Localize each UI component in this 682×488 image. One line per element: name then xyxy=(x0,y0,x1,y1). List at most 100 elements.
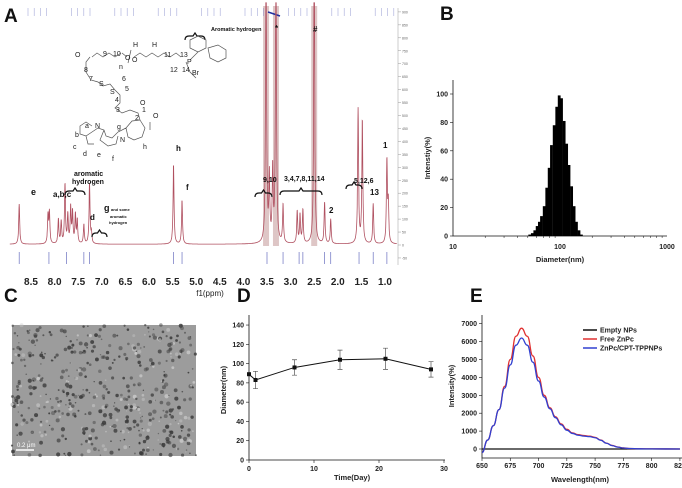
x-tick-label: 6.0 xyxy=(142,277,156,288)
x-tick-label: 725 xyxy=(561,463,573,470)
nanoparticle xyxy=(102,384,107,389)
scale-bar-label: 0.2 μm xyxy=(17,443,35,449)
nanoparticle xyxy=(187,428,191,432)
nanoparticle xyxy=(139,419,143,423)
nanoparticle xyxy=(102,413,108,418)
peak-annotation: aromatic xyxy=(110,214,127,219)
x-tick-label: 20 xyxy=(375,466,383,473)
nanoparticle xyxy=(57,403,61,407)
nanoparticle xyxy=(105,388,108,391)
nanoparticle xyxy=(172,435,175,438)
nanoparticle xyxy=(135,350,138,352)
x-axis-title: Time(Day) xyxy=(334,473,371,482)
nanoparticle xyxy=(67,375,70,378)
nanoparticle xyxy=(98,381,103,385)
nanoparticle xyxy=(29,392,33,396)
brace xyxy=(184,31,206,41)
nanoparticle xyxy=(141,427,143,430)
integration-curve xyxy=(267,11,281,17)
nanoparticle xyxy=(154,387,159,392)
nanoparticle xyxy=(110,440,112,443)
nanoparticle xyxy=(158,420,161,423)
y-tick-label: 500 xyxy=(402,114,408,118)
nanoparticle xyxy=(139,451,143,456)
nanoparticle xyxy=(11,361,14,365)
nanoparticle xyxy=(173,388,178,393)
nanoparticle xyxy=(171,366,175,370)
nanoparticle xyxy=(65,335,67,338)
nanoparticle xyxy=(170,415,175,419)
y-tick-label: 400 xyxy=(402,140,408,144)
nanoparticle xyxy=(144,324,147,327)
nanoparticle xyxy=(157,432,160,435)
nanoparticle xyxy=(13,454,16,457)
nanoparticle xyxy=(38,326,42,330)
structure-label: 8 xyxy=(84,67,88,74)
structure-label: g xyxy=(117,124,121,131)
nanoparticle xyxy=(71,393,75,397)
nanoparticle xyxy=(145,448,150,452)
nanoparticle xyxy=(78,341,83,346)
nanoparticle xyxy=(48,424,51,427)
nanoparticle xyxy=(78,372,83,377)
peak-annotation: hydrogen xyxy=(109,220,128,225)
nanoparticle xyxy=(104,379,107,382)
nanoparticle xyxy=(178,435,182,439)
nanoparticle xyxy=(117,448,121,451)
nanoparticle xyxy=(27,351,32,356)
structure-label: 3 xyxy=(116,107,120,114)
nanoparticle xyxy=(25,373,28,376)
nanoparticle xyxy=(16,395,21,400)
structure-label: 6 xyxy=(122,76,126,83)
y-tick-label: 40 xyxy=(440,177,448,184)
nanoparticle xyxy=(58,415,62,419)
nanoparticle xyxy=(37,374,41,377)
brace xyxy=(279,186,323,196)
structure-label: 7 xyxy=(89,76,93,83)
y-tick-label: 40 xyxy=(236,419,244,426)
nanoparticle xyxy=(129,376,133,380)
nanoparticle xyxy=(180,429,183,432)
nanoparticle xyxy=(87,440,91,444)
nanoparticle xyxy=(12,404,16,408)
nanoparticle xyxy=(56,438,61,443)
nanoparticle xyxy=(159,400,164,405)
nanoparticle xyxy=(105,430,107,433)
brace xyxy=(64,186,86,196)
nanoparticle xyxy=(159,389,165,395)
nanoparticle xyxy=(185,449,188,451)
nanoparticle xyxy=(14,353,18,356)
nanoparticle xyxy=(70,404,75,408)
y-tick-label: 100 xyxy=(436,92,448,99)
y-tick-label: 100 xyxy=(402,218,408,222)
nanoparticle xyxy=(11,324,15,328)
x-tick-label: 775 xyxy=(618,463,630,470)
nanoparticle xyxy=(20,414,23,417)
nanoparticle xyxy=(64,382,70,387)
nanoparticle xyxy=(100,338,103,341)
nanoparticle xyxy=(126,423,128,425)
nanoparticle xyxy=(11,449,15,454)
nanoparticle xyxy=(141,415,143,418)
nanoparticle xyxy=(100,355,105,360)
nanoparticle xyxy=(42,334,45,337)
nanoparticle xyxy=(27,406,31,410)
nanoparticle xyxy=(36,376,41,381)
nanoparticle xyxy=(53,356,57,359)
nanoparticle xyxy=(54,410,57,413)
nanoparticle xyxy=(162,379,165,382)
y-tick-label: 650 xyxy=(402,75,408,79)
nanoparticle xyxy=(90,340,95,344)
data-point xyxy=(247,372,251,377)
nanoparticle xyxy=(103,447,108,452)
nanoparticle xyxy=(125,410,128,412)
x-tick-label: 800 xyxy=(646,463,658,470)
nanoparticle xyxy=(65,368,68,372)
nanoparticle xyxy=(169,422,172,426)
nanoparticle xyxy=(112,333,117,338)
nanoparticle xyxy=(113,358,116,361)
nanoparticle xyxy=(90,349,95,353)
nanoparticle xyxy=(189,452,191,455)
histogram-bar xyxy=(577,230,581,236)
structure-label: 13 xyxy=(180,52,188,59)
